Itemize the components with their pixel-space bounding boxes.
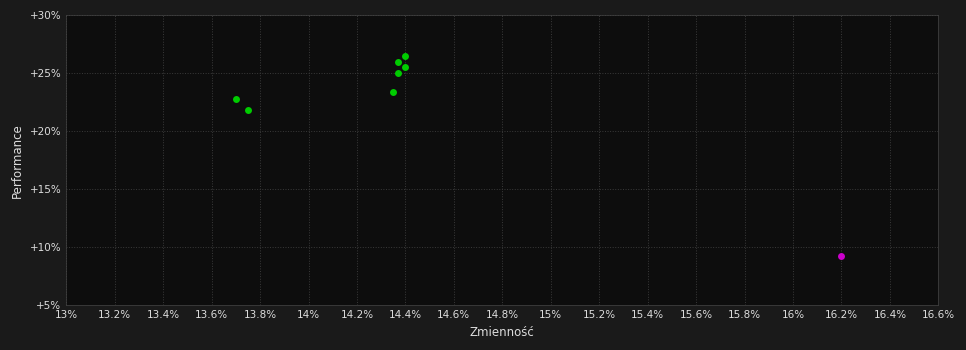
Point [834, 253, 849, 258]
Y-axis label: Performance: Performance [12, 123, 24, 198]
Point [385, 89, 401, 95]
Point [228, 96, 243, 101]
Point [390, 59, 406, 64]
Point [390, 70, 406, 76]
Point [398, 53, 413, 58]
Point [398, 65, 413, 70]
Point [241, 107, 256, 113]
X-axis label: Zmienność: Zmienność [469, 326, 534, 339]
